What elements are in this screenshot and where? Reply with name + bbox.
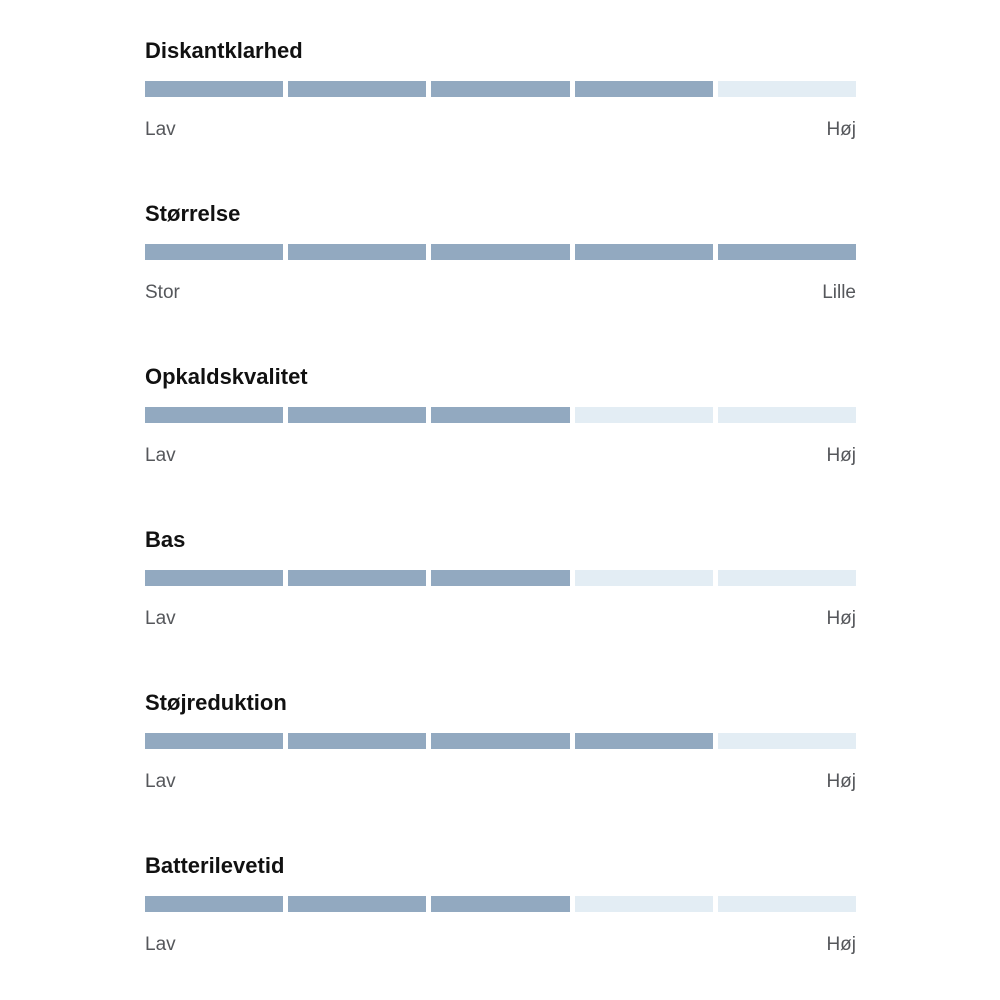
rating-segment-empty xyxy=(717,570,857,586)
scale-label-left: Lav xyxy=(145,771,176,792)
rating-section: Opkaldskvalitet Lav Høj xyxy=(145,364,857,467)
rating-segment-filled xyxy=(145,896,284,912)
rating-bar xyxy=(145,733,857,749)
rating-bar xyxy=(145,570,857,586)
rating-segment-filled xyxy=(288,407,427,423)
rating-segment-filled xyxy=(145,407,284,423)
rating-segment-empty xyxy=(574,896,713,912)
rating-segment-empty xyxy=(717,896,857,912)
scale-label-right: Høj xyxy=(826,934,856,955)
rating-segment-filled xyxy=(145,81,284,97)
scale-labels: Lav Høj xyxy=(145,608,856,630)
rating-segment-filled xyxy=(574,244,713,260)
rating-segment-filled xyxy=(431,244,570,260)
rating-segment-filled xyxy=(288,81,427,97)
rating-title: Batterilevetid xyxy=(145,853,285,878)
rating-segment-empty xyxy=(717,81,857,97)
scale-label-right: Høj xyxy=(826,608,856,629)
rating-segment-empty xyxy=(574,570,713,586)
scale-labels: Stor Lille xyxy=(145,282,856,304)
scale-labels: Lav Høj xyxy=(145,771,856,793)
scale-label-right: Høj xyxy=(826,119,856,140)
scale-label-right: Lille xyxy=(822,282,856,303)
rating-title: Bas xyxy=(145,527,186,552)
rating-bar xyxy=(145,896,857,912)
rating-section: Størrelse Stor Lille xyxy=(145,201,857,304)
rating-segment-empty xyxy=(574,407,713,423)
rating-segment-filled xyxy=(145,733,284,749)
scale-label-left: Lav xyxy=(145,608,176,629)
scale-label-left: Stor xyxy=(145,282,180,303)
scale-label-left: Lav xyxy=(145,934,176,955)
rating-title: Støjreduktion xyxy=(145,690,287,715)
rating-segment-filled xyxy=(288,570,427,586)
rating-segment-filled xyxy=(145,570,284,586)
scale-label-left: Lav xyxy=(145,445,176,466)
rating-section: Diskantklarhed Lav Høj xyxy=(145,38,857,141)
rating-section: Batterilevetid Lav Høj xyxy=(145,853,857,956)
rating-section: Støjreduktion Lav Høj xyxy=(145,690,857,793)
rating-segment-filled xyxy=(431,896,570,912)
rating-segment-empty xyxy=(717,733,857,749)
rating-title: Diskantklarhed xyxy=(145,38,303,63)
rating-bar xyxy=(145,244,857,260)
scale-label-right: Høj xyxy=(826,771,856,792)
rating-title: Opkaldskvalitet xyxy=(145,364,308,389)
rating-segment-filled xyxy=(288,896,427,912)
scale-labels: Lav Høj xyxy=(145,445,856,467)
rating-bar xyxy=(145,81,857,97)
scale-label-right: Høj xyxy=(826,445,856,466)
rating-segment-filled xyxy=(574,81,713,97)
scale-labels: Lav Høj xyxy=(145,934,856,956)
rating-segment-filled xyxy=(288,244,427,260)
rating-segment-filled xyxy=(431,81,570,97)
ratings-panel: Diskantklarhed Lav Høj Størrelse Stor Li… xyxy=(145,38,857,1000)
rating-segment-empty xyxy=(717,407,857,423)
rating-segment-filled xyxy=(431,407,570,423)
scale-labels: Lav Høj xyxy=(145,119,856,141)
rating-segment-filled xyxy=(145,244,284,260)
scale-label-left: Lav xyxy=(145,119,176,140)
rating-section: Bas Lav Høj xyxy=(145,527,857,630)
rating-segment-filled xyxy=(717,244,857,260)
rating-segment-filled xyxy=(288,733,427,749)
rating-bar xyxy=(145,407,857,423)
rating-title: Størrelse xyxy=(145,201,241,226)
rating-segment-filled xyxy=(431,733,570,749)
rating-segment-filled xyxy=(431,570,570,586)
rating-segment-filled xyxy=(574,733,713,749)
